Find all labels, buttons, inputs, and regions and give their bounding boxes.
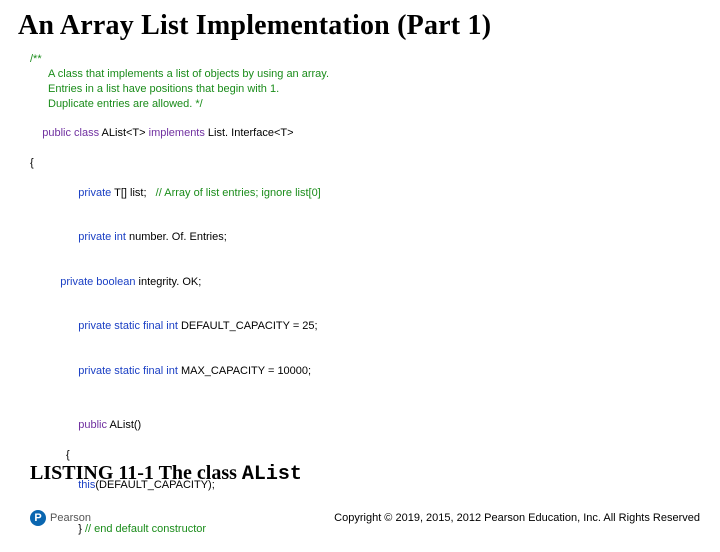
code-line: private static final int DEFAULT_CAPACIT…: [30, 304, 720, 349]
code-text: MAX_CAPACITY = 10000;: [181, 365, 311, 377]
code-text: AList<T>: [102, 127, 149, 139]
code-line: {: [30, 156, 720, 171]
code-keyword: private int: [78, 231, 129, 243]
code-text: DEFAULT_CAPACITY = 25;: [181, 320, 318, 332]
code-comment: // Array of list entries; ignore list[0]: [156, 187, 321, 199]
slide-title: An Array List Implementation (Part 1): [0, 0, 720, 48]
code-comment: Entries in a list have positions that be…: [30, 82, 720, 97]
code-keyword: implements: [149, 127, 208, 139]
spacer: [30, 393, 720, 403]
code-keyword: private: [78, 187, 114, 199]
listing-classname: AList: [242, 463, 302, 486]
code-text: T[] list;: [114, 187, 156, 199]
copyright-text: Copyright © 2019, 2015, 2012 Pearson Edu…: [334, 512, 700, 524]
code-line: private T[] list; // Array of list entri…: [30, 171, 720, 216]
code-comment: A class that implements a list of object…: [30, 67, 720, 82]
code-text: integrity. OK;: [139, 276, 202, 288]
code-line: private int number. Of. Entries;: [30, 215, 720, 260]
pearson-logo: P Pearson: [30, 510, 91, 526]
code-keyword: private static final int: [78, 320, 181, 332]
code-comment: /**: [30, 52, 720, 67]
pearson-logo-text: Pearson: [50, 512, 91, 524]
code-keyword: public class: [42, 127, 101, 139]
code-text: List. Interface<T>: [208, 127, 294, 139]
code-line: public AList(): [30, 403, 720, 448]
code-line: private static final int MAX_CAPACITY = …: [30, 349, 720, 394]
code-keyword: public: [78, 419, 109, 431]
code-line: public class AList<T> implements List. I…: [30, 111, 720, 156]
footer: P Pearson Copyright © 2019, 2015, 2012 P…: [0, 510, 720, 526]
listing-caption: LISTING 11-1 The class AList: [30, 462, 302, 486]
code-keyword: private boolean: [60, 276, 138, 288]
code-comment: Duplicate entries are allowed. */: [30, 97, 720, 112]
code-line: private boolean integrity. OK;: [30, 260, 720, 305]
code-keyword: private static final int: [78, 365, 181, 377]
code-text: number. Of. Entries;: [129, 231, 227, 243]
listing-prefix: LISTING 11-1 The class: [30, 462, 242, 484]
code-line: {: [30, 448, 720, 463]
pearson-logo-icon: P: [30, 510, 46, 526]
code-text: AList(): [109, 419, 141, 431]
